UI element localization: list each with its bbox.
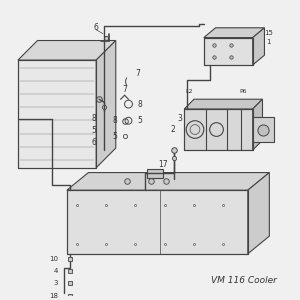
Polygon shape — [184, 99, 262, 109]
Text: 17: 17 — [158, 160, 167, 169]
Bar — [18, 60, 96, 168]
Text: 4: 4 — [54, 268, 58, 274]
Text: 15: 15 — [264, 30, 273, 36]
Text: 3: 3 — [54, 280, 58, 286]
Text: 5: 5 — [138, 116, 143, 125]
Text: 8: 8 — [112, 116, 117, 125]
Polygon shape — [204, 28, 264, 38]
Bar — [18, 60, 96, 168]
Text: 18: 18 — [49, 293, 58, 299]
Bar — [204, 38, 253, 65]
Bar — [253, 117, 274, 142]
Text: 8: 8 — [92, 114, 97, 123]
Text: 5: 5 — [112, 132, 117, 141]
Bar — [147, 169, 163, 178]
Polygon shape — [253, 99, 262, 150]
Text: 2: 2 — [170, 125, 175, 134]
Text: 10: 10 — [49, 256, 58, 262]
Polygon shape — [18, 40, 116, 60]
Text: 6: 6 — [94, 23, 99, 32]
Text: 3: 3 — [178, 114, 183, 123]
Polygon shape — [96, 40, 116, 168]
Text: 7: 7 — [136, 69, 141, 78]
Bar — [204, 38, 253, 65]
Text: 1: 1 — [266, 40, 271, 46]
Polygon shape — [67, 172, 269, 190]
Bar — [67, 190, 248, 254]
Text: 5: 5 — [92, 126, 97, 135]
Bar — [184, 109, 253, 150]
Text: 6: 6 — [92, 138, 97, 147]
Text: 8: 8 — [138, 100, 142, 109]
Bar — [184, 109, 253, 150]
Text: P6: P6 — [239, 89, 247, 94]
Bar — [67, 190, 248, 254]
Polygon shape — [253, 28, 264, 65]
Text: 7: 7 — [122, 85, 127, 94]
Text: VM 116 Cooler: VM 116 Cooler — [211, 276, 277, 285]
Text: L2: L2 — [185, 89, 193, 94]
Polygon shape — [248, 172, 269, 254]
